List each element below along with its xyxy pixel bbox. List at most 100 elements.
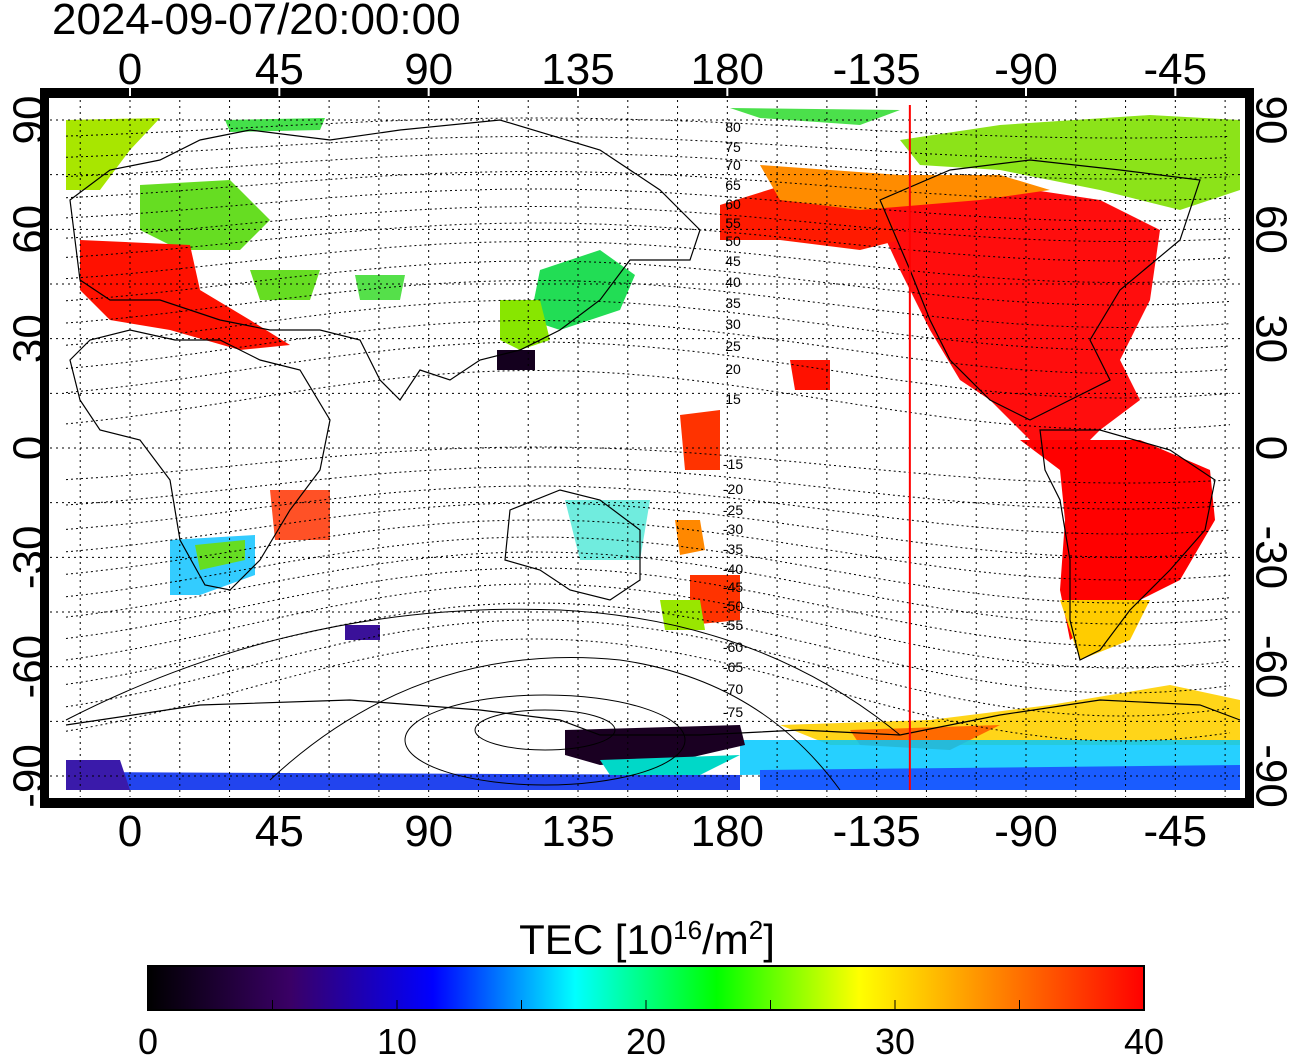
contour-line bbox=[65, 280, 1231, 328]
colorbar-title-sup2: 2 bbox=[748, 915, 764, 945]
bottom-lon-label: -90 bbox=[994, 807, 1058, 856]
north-america-coastline bbox=[879, 159, 1201, 421]
contour-label: -60 bbox=[723, 639, 743, 655]
contour-label: -20 bbox=[723, 481, 743, 497]
contour-label: 35 bbox=[725, 295, 741, 311]
tec-patches bbox=[66, 108, 1240, 790]
contour-label: 75 bbox=[725, 139, 741, 155]
contour-oval bbox=[474, 709, 616, 751]
contour-line bbox=[65, 551, 1231, 625]
contour-label: -45 bbox=[723, 579, 743, 595]
bottom-lon-label: 180 bbox=[691, 807, 764, 856]
contour-line bbox=[65, 341, 1231, 399]
tec-patch bbox=[565, 500, 650, 560]
south-america-coastline bbox=[1039, 429, 1216, 661]
antarctica-coastline bbox=[65, 699, 1241, 736]
timestamp-title: 2024-09-07/20:00:00 bbox=[52, 0, 461, 44]
colorbar-tick-label: 40 bbox=[1124, 1021, 1164, 1057]
contour-line bbox=[65, 117, 1231, 139]
bottom-lon-label: 0 bbox=[118, 807, 142, 856]
tec-patch bbox=[225, 118, 325, 132]
contour-label: 70 bbox=[725, 157, 741, 173]
colorbar-title-main: TEC [10 bbox=[519, 916, 674, 963]
axis-bars bbox=[40, 88, 1254, 808]
contour-label: 40 bbox=[725, 274, 741, 290]
left-lat-label: -30 bbox=[5, 526, 54, 590]
left-lat-label: 0 bbox=[5, 436, 54, 460]
axis-labels: 0045459090135135180180-135-135-90-90-45-… bbox=[5, 45, 1294, 856]
tec-patch bbox=[675, 520, 705, 555]
contour-label: -55 bbox=[723, 617, 743, 633]
magnetic-latitude-contours bbox=[65, 117, 1231, 791]
left-lat-label: 30 bbox=[5, 314, 54, 363]
top-lon-label: 90 bbox=[404, 45, 453, 94]
contour-line bbox=[65, 608, 901, 736]
contour-label: 25 bbox=[725, 338, 741, 354]
bottom-lon-label: 135 bbox=[541, 807, 614, 856]
top-lon-label: 180 bbox=[691, 45, 764, 94]
contour-oval bbox=[404, 694, 686, 786]
tec-patch bbox=[730, 108, 900, 125]
right-lat-label: 60 bbox=[1246, 205, 1294, 254]
contour-label: 15 bbox=[725, 391, 741, 407]
left-lat-label: 90 bbox=[5, 96, 54, 145]
colorbar-gradient bbox=[147, 965, 1145, 1011]
bottom-lon-label: -45 bbox=[1144, 807, 1208, 856]
contour-label: 65 bbox=[725, 177, 741, 193]
tec-patch bbox=[870, 185, 1160, 470]
eurasia-coastline bbox=[69, 119, 701, 401]
colorbar-tick-label: 10 bbox=[377, 1021, 417, 1057]
contour-label: -50 bbox=[723, 598, 743, 614]
colorbar-tick-label: 0 bbox=[138, 1021, 158, 1057]
left-lat-label: -60 bbox=[5, 635, 54, 699]
tec-patch bbox=[760, 765, 1240, 790]
tec-patch bbox=[660, 600, 705, 630]
contour-label: 80 bbox=[725, 119, 741, 135]
colorbar-title: TEC [1016/m2] bbox=[0, 905, 1294, 965]
tec-patch bbox=[80, 240, 290, 350]
contour-line bbox=[65, 619, 1231, 717]
contour-label: 20 bbox=[725, 361, 741, 377]
australia-coastline bbox=[504, 489, 641, 601]
tec-patch bbox=[250, 270, 320, 300]
coastlines bbox=[65, 119, 1241, 736]
bottom-lon-label: 90 bbox=[404, 807, 453, 856]
contour-line bbox=[65, 485, 1231, 535]
contour-labels: 80 75 70 65 60 55 50 45 40 35 30 25 20 15 -15 -20 -25 -30… bbox=[723, 119, 743, 720]
africa-coastline bbox=[69, 329, 331, 591]
tec-patch bbox=[600, 755, 740, 775]
contour-label: 55 bbox=[725, 215, 741, 231]
bottom-lon-label: -135 bbox=[833, 807, 921, 856]
tec-patch bbox=[1060, 600, 1150, 660]
right-lat-label: -60 bbox=[1246, 635, 1294, 699]
contour-label: -25 bbox=[723, 502, 743, 518]
graticule-grid bbox=[50, 100, 1244, 797]
contour-label: -30 bbox=[723, 521, 743, 537]
right-lat-label: 0 bbox=[1246, 436, 1294, 460]
tec-patch bbox=[790, 360, 830, 390]
contour-line bbox=[269, 657, 841, 791]
contour-label: 45 bbox=[725, 253, 741, 269]
tec-patch bbox=[497, 350, 535, 370]
contour-line bbox=[65, 320, 1231, 375]
contour-label: -15 bbox=[723, 456, 743, 472]
tec-patch bbox=[500, 300, 550, 350]
contour-line bbox=[65, 152, 1231, 180]
colorbar-ticks: 0 10 20 30 40 bbox=[138, 1000, 1164, 1057]
top-lon-label: 45 bbox=[255, 45, 304, 94]
contour-label: -70 bbox=[723, 681, 743, 697]
contour-label: 50 bbox=[725, 233, 741, 249]
top-lon-label: -90 bbox=[994, 45, 1058, 94]
contour-line bbox=[65, 299, 1231, 351]
tec-patch bbox=[900, 115, 1240, 210]
top-lon-label: 0 bbox=[118, 45, 142, 94]
contour-label: -40 bbox=[723, 561, 743, 577]
tec-patch bbox=[740, 740, 1240, 775]
tec-patch bbox=[680, 410, 720, 470]
contour-label: -75 bbox=[723, 704, 743, 720]
top-lon-label: -45 bbox=[1144, 45, 1208, 94]
colorbar-title-mid: /m bbox=[702, 916, 749, 963]
top-lon-label: 135 bbox=[541, 45, 614, 94]
contour-line bbox=[65, 638, 1231, 742]
contour-label: 30 bbox=[725, 316, 741, 332]
